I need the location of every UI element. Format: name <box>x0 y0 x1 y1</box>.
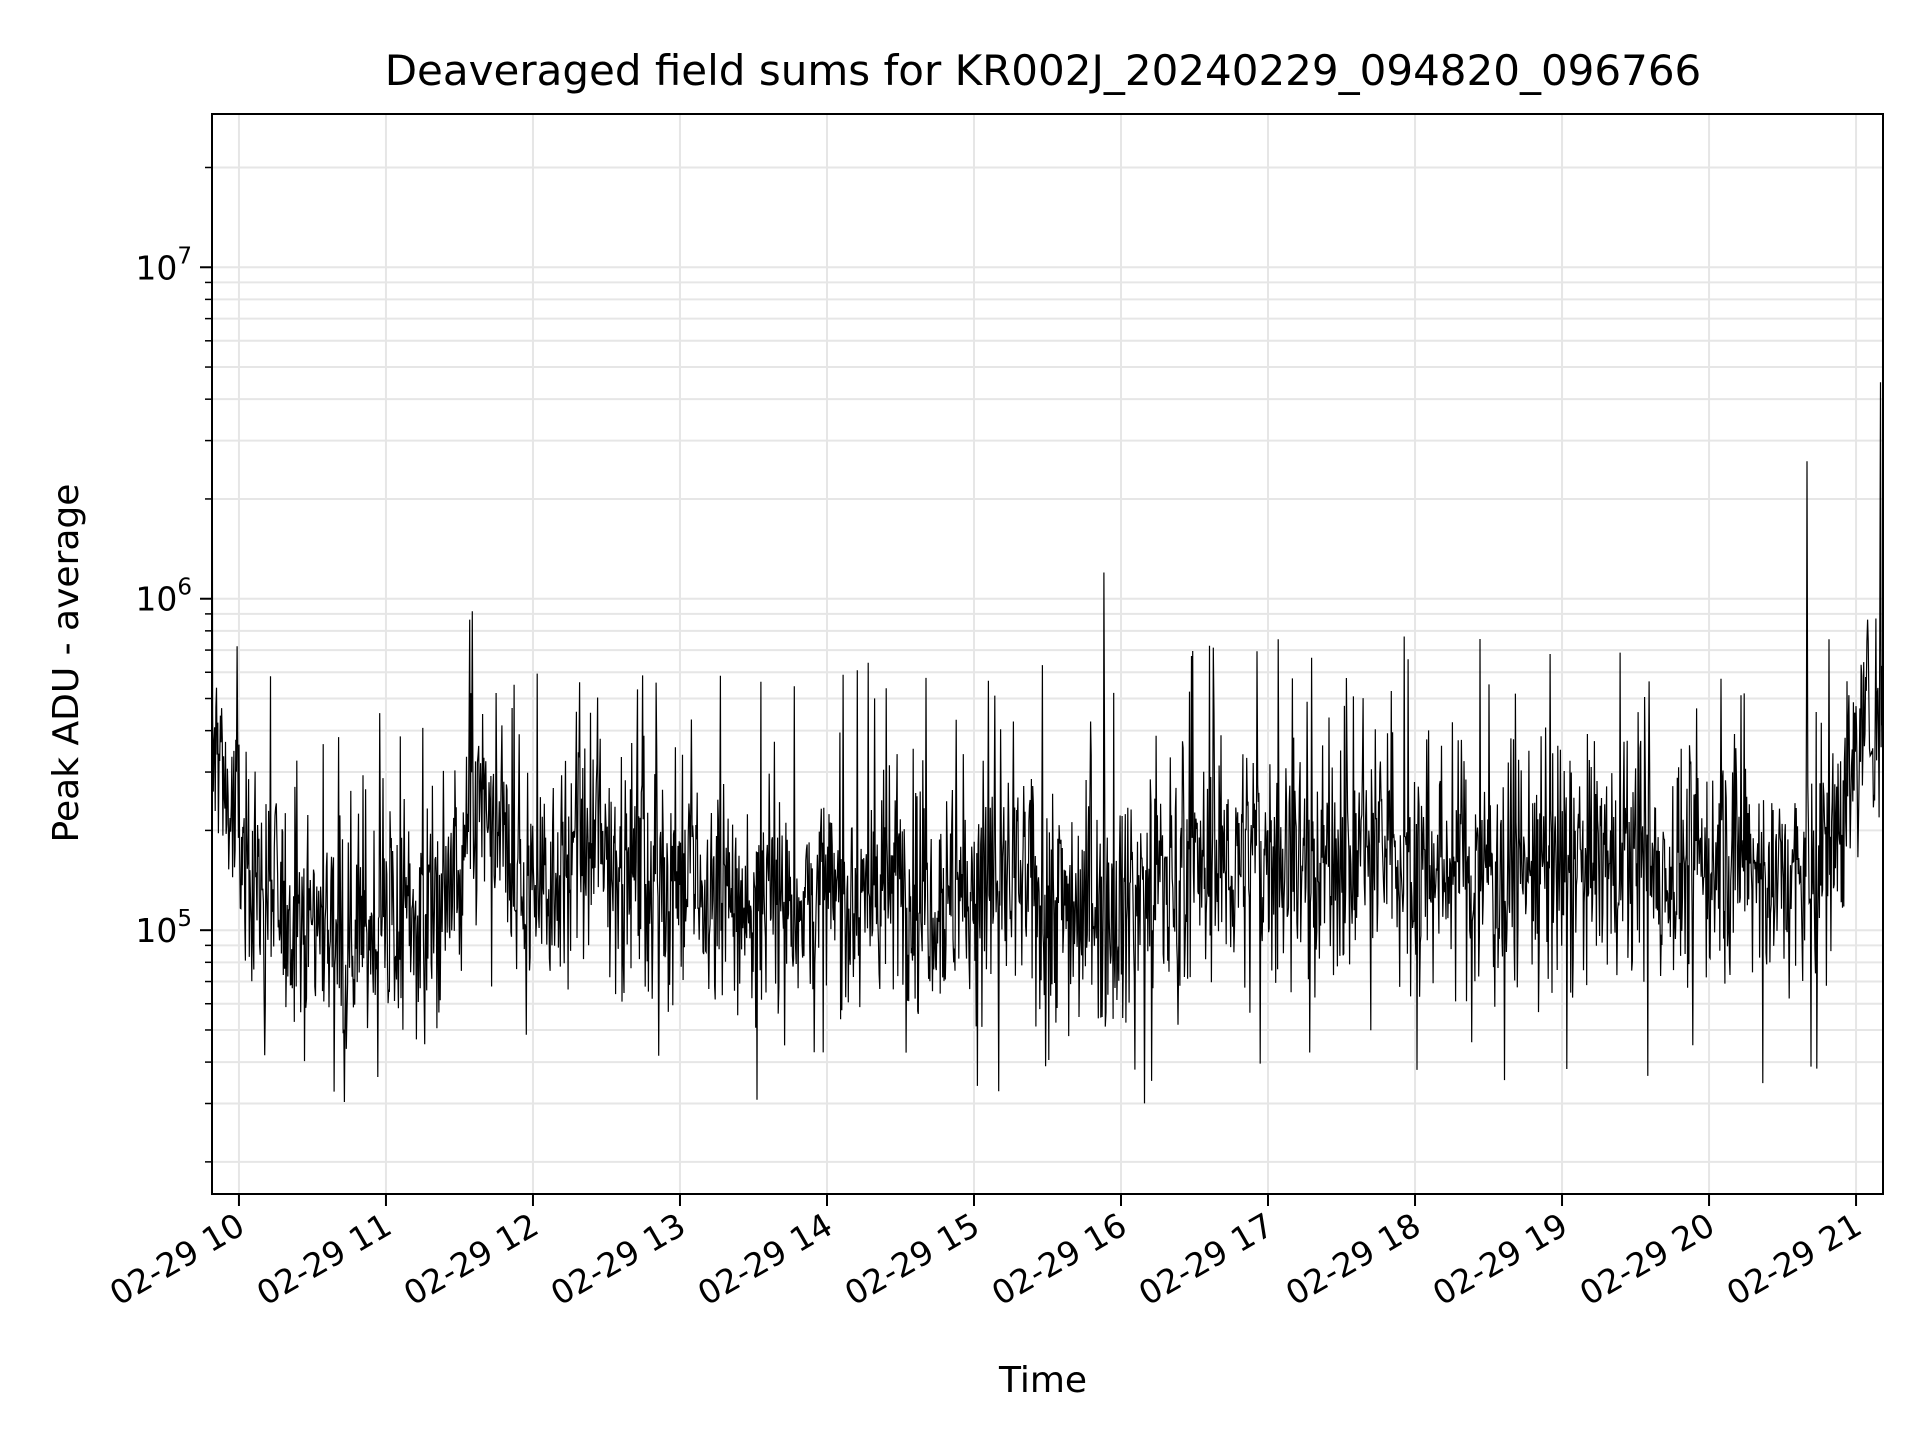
y-axis-label: Peak ADU - average <box>46 484 87 843</box>
y-tick-base: 10 <box>135 580 177 619</box>
chart-title: Deaveraged field sums for KR002J_2024022… <box>385 46 1702 95</box>
y-tick-exponent: 6 <box>177 575 192 601</box>
series-layer <box>211 153 1884 1104</box>
y-tick-label: 106 <box>135 575 192 619</box>
y-tick-exponent: 5 <box>177 906 192 932</box>
plot-frame <box>211 113 1884 1195</box>
series-line <box>211 153 1884 1104</box>
y-tick-label: 107 <box>135 243 192 287</box>
y-tick-label: 105 <box>135 906 192 950</box>
y-tick-exponent: 7 <box>177 243 192 269</box>
x-axis-label: Time <box>998 1360 1087 1401</box>
y-tick-base: 10 <box>135 911 177 950</box>
y-tick-base: 10 <box>135 248 177 287</box>
